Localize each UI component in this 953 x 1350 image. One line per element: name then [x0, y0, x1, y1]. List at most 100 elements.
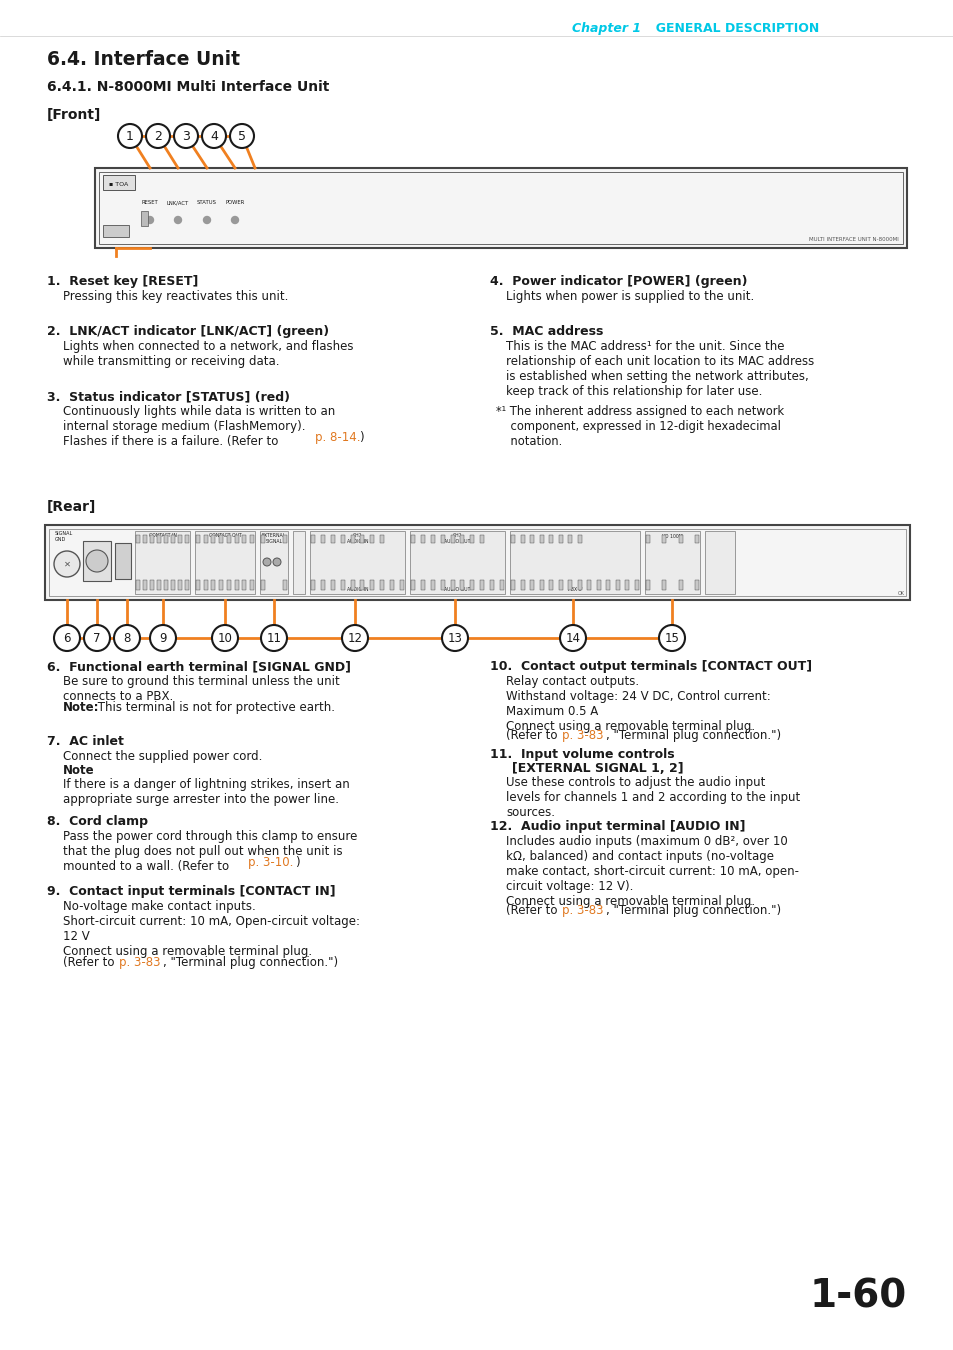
- FancyBboxPatch shape: [178, 535, 182, 543]
- Text: If there is a danger of lightning strikes, insert an
appropriate surge arrester : If there is a danger of lightning strike…: [63, 778, 350, 806]
- Text: Pressing this key reactivates this unit.: Pressing this key reactivates this unit.: [63, 290, 288, 302]
- Circle shape: [341, 625, 368, 651]
- FancyBboxPatch shape: [310, 531, 405, 594]
- FancyBboxPatch shape: [135, 531, 190, 594]
- FancyBboxPatch shape: [141, 211, 148, 225]
- Circle shape: [113, 625, 140, 651]
- FancyBboxPatch shape: [164, 580, 168, 590]
- FancyBboxPatch shape: [95, 167, 906, 248]
- Text: Chapter 1: Chapter 1: [572, 22, 640, 35]
- FancyBboxPatch shape: [695, 580, 699, 590]
- FancyBboxPatch shape: [320, 535, 325, 543]
- Circle shape: [203, 216, 211, 224]
- FancyBboxPatch shape: [470, 580, 474, 590]
- FancyBboxPatch shape: [549, 535, 553, 543]
- FancyBboxPatch shape: [597, 580, 600, 590]
- FancyBboxPatch shape: [194, 531, 254, 594]
- Text: p. 8-14.: p. 8-14.: [314, 431, 360, 444]
- Text: ): ): [294, 856, 299, 869]
- FancyBboxPatch shape: [242, 580, 246, 590]
- FancyBboxPatch shape: [411, 580, 415, 590]
- Text: 6.4.1. N-8000MI Multi Interface Unit: 6.4.1. N-8000MI Multi Interface Unit: [47, 80, 329, 94]
- Text: 14: 14: [565, 632, 579, 645]
- Text: 4.  Power indicator [POWER] (green): 4. Power indicator [POWER] (green): [490, 275, 747, 288]
- FancyBboxPatch shape: [283, 535, 287, 543]
- FancyBboxPatch shape: [578, 535, 581, 543]
- Text: ): ): [358, 431, 363, 444]
- Text: STATUS: STATUS: [196, 201, 216, 205]
- FancyBboxPatch shape: [261, 580, 265, 590]
- FancyBboxPatch shape: [440, 535, 444, 543]
- Text: 1: 1: [126, 130, 133, 143]
- FancyBboxPatch shape: [411, 535, 415, 543]
- FancyBboxPatch shape: [212, 580, 215, 590]
- FancyBboxPatch shape: [242, 535, 246, 543]
- FancyBboxPatch shape: [578, 580, 581, 590]
- Circle shape: [441, 625, 468, 651]
- Text: 6.  Functional earth terminal [SIGNAL GND]: 6. Functional earth terminal [SIGNAL GND…: [47, 660, 351, 674]
- FancyBboxPatch shape: [678, 580, 682, 590]
- FancyBboxPatch shape: [460, 580, 464, 590]
- FancyBboxPatch shape: [530, 580, 534, 590]
- Text: , "Terminal plug connection."): , "Terminal plug connection."): [605, 904, 781, 917]
- FancyBboxPatch shape: [261, 535, 265, 543]
- Text: Note: Note: [63, 764, 94, 778]
- Text: 3.  Status indicator [STATUS] (red): 3. Status indicator [STATUS] (red): [47, 390, 290, 404]
- Text: 6.4. Interface Unit: 6.4. Interface Unit: [47, 50, 240, 69]
- Circle shape: [232, 216, 238, 224]
- FancyBboxPatch shape: [360, 535, 364, 543]
- FancyBboxPatch shape: [645, 535, 649, 543]
- FancyBboxPatch shape: [331, 580, 335, 590]
- FancyBboxPatch shape: [380, 535, 384, 543]
- Text: 10.  Contact output terminals [CONTACT OUT]: 10. Contact output terminals [CONTACT OU…: [490, 660, 811, 674]
- FancyBboxPatch shape: [558, 535, 562, 543]
- FancyBboxPatch shape: [219, 535, 223, 543]
- Text: AUDIO OUT: AUDIO OUT: [444, 587, 470, 593]
- FancyBboxPatch shape: [83, 541, 111, 580]
- FancyBboxPatch shape: [136, 535, 140, 543]
- FancyBboxPatch shape: [520, 535, 524, 543]
- Circle shape: [559, 625, 585, 651]
- FancyBboxPatch shape: [157, 580, 161, 590]
- Circle shape: [147, 216, 153, 224]
- FancyBboxPatch shape: [568, 535, 572, 543]
- Circle shape: [173, 124, 198, 148]
- FancyBboxPatch shape: [678, 535, 682, 543]
- FancyBboxPatch shape: [212, 535, 215, 543]
- FancyBboxPatch shape: [150, 535, 153, 543]
- FancyBboxPatch shape: [311, 580, 314, 590]
- Text: 1-60: 1-60: [809, 1277, 906, 1315]
- FancyBboxPatch shape: [164, 535, 168, 543]
- Text: Be sure to ground this terminal unless the unit
connects to a PBX.: Be sure to ground this terminal unless t…: [63, 675, 339, 703]
- Text: ✕: ✕: [64, 559, 71, 568]
- FancyBboxPatch shape: [178, 580, 182, 590]
- FancyBboxPatch shape: [340, 535, 344, 543]
- FancyBboxPatch shape: [644, 531, 700, 594]
- FancyBboxPatch shape: [45, 525, 909, 599]
- FancyBboxPatch shape: [293, 531, 305, 594]
- Text: No-voltage make contact inputs.
Short-circuit current: 10 mA, Open-circuit volta: No-voltage make contact inputs. Short-ci…: [63, 900, 359, 958]
- FancyBboxPatch shape: [440, 580, 444, 590]
- Text: 15: 15: [664, 632, 679, 645]
- FancyBboxPatch shape: [143, 580, 147, 590]
- Text: This terminal is not for protective earth.: This terminal is not for protective eart…: [94, 701, 335, 714]
- Text: Note:: Note:: [63, 701, 99, 714]
- Text: 7: 7: [93, 632, 101, 645]
- FancyBboxPatch shape: [695, 535, 699, 543]
- Text: 3: 3: [182, 130, 190, 143]
- Text: MULTI INTERFACE UNIT N-8000MI: MULTI INTERFACE UNIT N-8000MI: [808, 238, 898, 242]
- FancyBboxPatch shape: [204, 580, 208, 590]
- Text: 5.  MAC address: 5. MAC address: [490, 325, 602, 338]
- Text: 11.  Input volume controls: 11. Input volume controls: [490, 748, 674, 761]
- FancyBboxPatch shape: [311, 535, 314, 543]
- FancyBboxPatch shape: [625, 580, 629, 590]
- FancyBboxPatch shape: [420, 580, 424, 590]
- Circle shape: [150, 625, 175, 651]
- Text: LNK/ACT: LNK/ACT: [167, 201, 189, 205]
- Text: [Front]: [Front]: [47, 108, 101, 122]
- Text: p. 3-83: p. 3-83: [561, 729, 603, 742]
- FancyBboxPatch shape: [490, 580, 494, 590]
- Text: 5: 5: [237, 130, 246, 143]
- Text: EXTERNAL
SIGNAL: EXTERNAL SIGNAL: [262, 533, 286, 544]
- FancyBboxPatch shape: [460, 535, 464, 543]
